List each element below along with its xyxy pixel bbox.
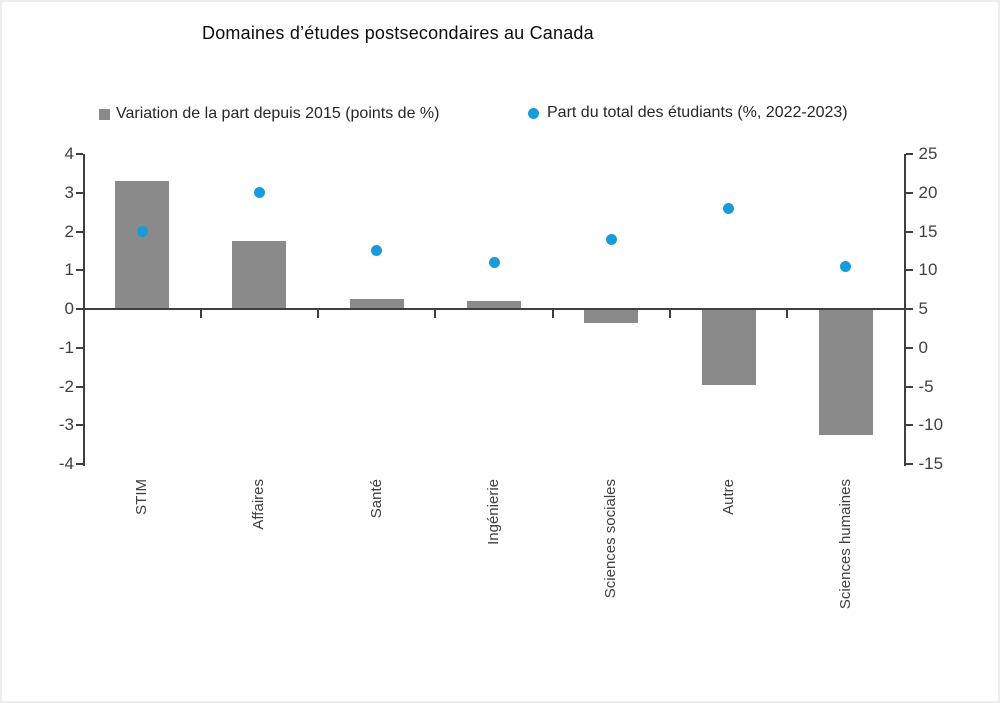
- dot-sciences-humaines: [840, 260, 852, 272]
- legend-item-bars: Variation de la part depuis 2015 (points…: [99, 105, 439, 123]
- left-axis-label-1: 1: [64, 260, 74, 280]
- category-label-affaires: Affaires: [250, 479, 268, 530]
- dot-autre: [723, 202, 735, 214]
- right-axis-label-25: 25: [918, 144, 938, 163]
- dot-sciences-sociales: [605, 233, 617, 245]
- right-axis-tick-10: [905, 269, 913, 272]
- left-axis-label-2: 2: [64, 221, 74, 241]
- right-axis-label-10: 10: [918, 260, 938, 280]
- x-axis-tick-7: [903, 310, 906, 318]
- legend-label-dots: Part du total des étudiants (%, 2022-202…: [547, 104, 848, 121]
- x-axis-tick-2: [317, 310, 320, 318]
- category-label-stim: STIM: [133, 479, 151, 515]
- left-axis-tick--1: [75, 346, 83, 349]
- x-axis-tick-1: [199, 310, 202, 318]
- dot-stim: [136, 226, 148, 237]
- chart-title: Domaines d’études postsecondaires au Can…: [202, 23, 594, 43]
- left-axis-tick-3: [75, 191, 83, 194]
- x-axis-tick-4: [551, 310, 554, 318]
- x-axis-tick-5: [668, 310, 671, 318]
- category-label-ingenierie: Ingénierie: [485, 479, 502, 545]
- bar-series-legend-icon: [99, 108, 110, 120]
- left-axis-label-0: 0: [64, 299, 74, 318]
- right-axis-label-15: 15: [918, 221, 938, 241]
- left-axis-tick-0: [75, 308, 83, 310]
- left-axis-tick-1: [75, 269, 83, 272]
- left-axis-label-3: 3: [64, 182, 74, 202]
- left-axis-label--2: -2: [58, 376, 74, 396]
- dot-series-legend-icon: [528, 107, 539, 119]
- category-label-sante: Santé: [367, 479, 385, 519]
- right-axis-tick-0: [905, 346, 913, 349]
- right-axis-label--15: -15: [918, 454, 944, 473]
- dot-ingenierie: [488, 257, 500, 268]
- bar-sante: [349, 299, 404, 309]
- bar-sciences-humaines: [818, 309, 873, 435]
- right-axis-tick-5: [905, 308, 913, 310]
- right-axis-label--5: -5: [918, 376, 934, 396]
- left-axis-label-4: 4: [64, 144, 74, 163]
- right-axis-tick--15: [905, 463, 913, 465]
- right-axis-tick-20: [905, 191, 913, 194]
- x-axis-tick-3: [434, 310, 437, 318]
- dot-affaires: [253, 187, 265, 199]
- left-axis-label--3: -3: [58, 415, 74, 435]
- left-axis-tick--4: [75, 463, 83, 465]
- zero-line: [82, 308, 906, 310]
- right-axis-tick-15: [905, 230, 913, 233]
- left-axis-tick-2: [75, 230, 83, 233]
- right-axis-label--10: -10: [918, 415, 944, 435]
- left-axis-label--1: -1: [58, 337, 74, 357]
- right-axis-tick--5: [905, 385, 913, 388]
- bar-autre: [701, 309, 756, 385]
- category-label-sciences-humaines: Sciences humaines: [836, 479, 854, 610]
- left-axis-label--4: -4: [58, 454, 74, 473]
- bar-ingenierie: [467, 301, 521, 309]
- right-axis-label-0: 0: [918, 337, 928, 357]
- left-axis-tick--2: [75, 385, 83, 388]
- legend-item-dots: Part du total des étudiants (%, 2022-202…: [528, 104, 848, 122]
- bar-sciences-sociales: [584, 309, 639, 323]
- right-axis-label-5: 5: [918, 299, 928, 318]
- category-label-sciences-sociales: Sciences sociales: [602, 479, 620, 599]
- x-axis-tick-6: [786, 310, 789, 318]
- bar-stim: [115, 181, 170, 309]
- right-axis-tick-25: [905, 153, 913, 155]
- left-axis-tick--3: [75, 424, 83, 427]
- right-axis-label-20: 20: [918, 182, 938, 202]
- bar-affaires: [232, 241, 287, 309]
- legend-label-bars: Variation de la part depuis 2015 (points…: [116, 105, 440, 122]
- dot-sante: [371, 245, 383, 257]
- x-axis-tick-0: [82, 310, 85, 318]
- left-axis-tick-4: [75, 153, 83, 155]
- category-label-autre: Autre: [719, 479, 737, 515]
- right-axis-tick--10: [905, 424, 913, 427]
